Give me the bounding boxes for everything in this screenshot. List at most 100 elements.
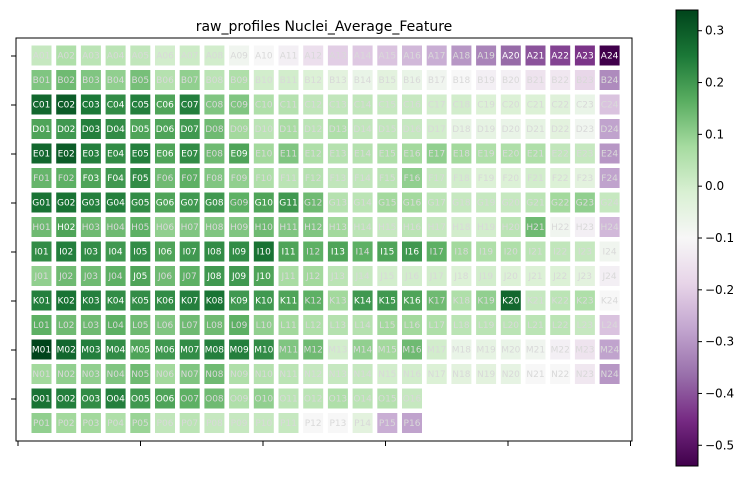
heatmap-cell-H02 (56, 217, 77, 237)
well-label-J12: J12 (305, 272, 320, 282)
heatmap-cell-K14 (352, 290, 373, 311)
heatmap-cell-I21 (525, 241, 546, 262)
heatmap-cell-O02 (56, 388, 77, 409)
heatmap-cell-C09 (229, 94, 250, 115)
well-label-H17: H17 (428, 223, 446, 233)
well-label-G12: G12 (304, 199, 322, 209)
heatmap-cell-E12 (303, 143, 324, 164)
well-label-N14: N14 (354, 370, 372, 380)
well-label-E09: E09 (231, 150, 248, 160)
heatmap-cell-L19 (476, 315, 497, 335)
well-label-H01: H01 (32, 223, 50, 233)
well-label-D21: D21 (526, 125, 544, 135)
heatmap-cell-A21 (525, 45, 546, 66)
well-label-B20: B20 (502, 76, 520, 86)
well-label-D17: D17 (428, 125, 446, 135)
well-label-D07: D07 (181, 125, 199, 135)
heatmap-cell-H22 (550, 217, 571, 237)
well-label-J02: J02 (58, 272, 73, 282)
heatmap-cell-J20 (500, 266, 521, 286)
heatmap-cell-O07 (179, 388, 200, 409)
well-label-I22: I22 (553, 248, 567, 258)
well-label-K22: K22 (552, 297, 569, 307)
well-label-B08: B08 (206, 76, 224, 86)
heatmap-cell-H20 (500, 217, 521, 237)
heatmap-cell-E13 (327, 143, 348, 164)
heatmap-cell-J10 (253, 266, 274, 286)
heatmap-cell-B11 (278, 70, 299, 90)
well-label-E07: E07 (181, 150, 198, 160)
well-label-L19: L19 (478, 321, 495, 331)
heatmap-cell-G24 (599, 192, 620, 213)
heatmap-cell-P04 (105, 413, 126, 433)
heatmap-cell-L06 (155, 315, 175, 335)
well-label-P15: P15 (379, 419, 396, 429)
well-label-B11: B11 (280, 76, 298, 86)
heatmap-cell-M17 (426, 339, 447, 360)
heatmap-cell-L03 (80, 315, 101, 335)
heatmap-cell-P11 (278, 413, 299, 433)
heatmap-cell-P09 (229, 413, 250, 433)
well-label-I14: I14 (356, 248, 370, 258)
well-label-E20: E20 (502, 150, 519, 160)
heatmap-cell-G13 (327, 192, 348, 213)
well-label-O12: O12 (304, 395, 323, 405)
well-label-B10: B10 (255, 76, 273, 86)
well-label-A01: A01 (33, 52, 51, 62)
heatmap-cell-G07 (179, 192, 200, 213)
well-label-M08: M08 (205, 346, 224, 356)
well-label-P06: P06 (157, 419, 174, 429)
heatmap-cell-O06 (155, 388, 175, 409)
heatmap-cell-E22 (550, 143, 571, 164)
well-label-K18: K18 (453, 297, 471, 307)
heatmap-cell-A06 (155, 45, 175, 66)
heatmap-cell-C17 (426, 94, 447, 115)
well-label-F01: F01 (33, 174, 50, 184)
well-label-N15: N15 (378, 370, 396, 380)
heatmap-cell-K02 (56, 290, 77, 311)
well-label-H24: H24 (600, 223, 618, 233)
well-label-L13: L13 (330, 321, 346, 331)
well-label-A07: A07 (181, 52, 199, 62)
heatmap-cell-L12 (303, 315, 324, 335)
well-label-O11: O11 (279, 395, 298, 405)
well-label-D11: D11 (279, 125, 297, 135)
well-label-J20: J20 (503, 272, 518, 282)
heatmap-cell-K11 (278, 290, 299, 311)
heatmap-cell-A18 (451, 45, 472, 66)
heatmap-cell-B20 (500, 70, 521, 90)
well-label-D08: D08 (205, 125, 224, 135)
heatmap-cell-N14 (352, 364, 373, 384)
well-label-K04: K04 (107, 297, 125, 307)
heatmap-cell-G09 (229, 192, 250, 213)
heatmap-cell-C13 (327, 94, 348, 115)
heatmap-cell-D22 (550, 119, 571, 139)
well-label-P03: P03 (82, 419, 99, 429)
heatmap-cell-H16 (402, 217, 422, 237)
heatmap-cell-C18 (451, 94, 472, 115)
well-label-D22: D22 (551, 125, 569, 135)
well-label-E11: E11 (280, 150, 297, 160)
well-label-F19: F19 (478, 174, 495, 184)
well-label-B21: B21 (527, 76, 545, 86)
well-label-I20: I20 (504, 248, 518, 258)
heatmap-cell-F08 (204, 168, 225, 188)
well-label-O16: O16 (403, 395, 422, 405)
well-label-C06: C06 (156, 101, 174, 111)
well-label-G08: G08 (205, 199, 224, 209)
well-label-O14: O14 (353, 395, 372, 405)
heatmap-cell-J03 (80, 266, 101, 286)
well-label-I02: I02 (59, 248, 73, 258)
well-label-H03: H03 (82, 223, 100, 233)
well-label-F06: F06 (157, 174, 174, 184)
heatmap-cell-K20 (500, 290, 521, 311)
well-label-J18: J18 (453, 272, 468, 282)
heatmap-cell-I06 (155, 241, 175, 262)
well-label-L04: L04 (107, 321, 124, 331)
heatmap-cell-M01 (31, 339, 52, 360)
well-label-B13: B13 (329, 76, 347, 86)
well-label-J07: J07 (182, 272, 197, 282)
heatmap-cell-H05 (130, 217, 151, 237)
well-label-G22: G22 (551, 199, 569, 209)
heatmap-cell-I17 (426, 241, 447, 262)
